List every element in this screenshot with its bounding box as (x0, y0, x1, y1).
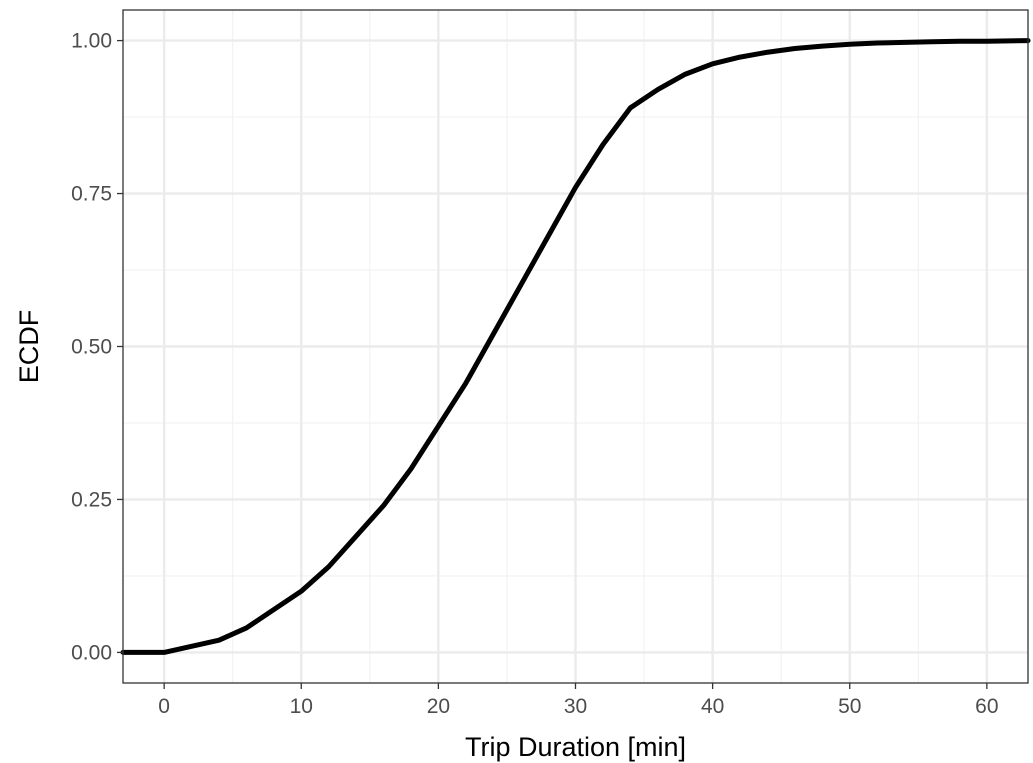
series-layer (120, 38, 1031, 655)
x-tick-label: 20 (427, 695, 450, 718)
x-tick-label: 0 (158, 695, 170, 718)
y-tick-label: 1.00 (71, 30, 112, 53)
x-tick-label: 10 (290, 695, 313, 718)
major-gridlines (123, 10, 1028, 683)
x-axis-ticks: 0 10 20 30 40 50 60 (158, 683, 999, 718)
y-tick-label: 0.75 (71, 183, 112, 206)
y-tick-label: 0.00 (71, 641, 112, 664)
x-tick-label: 40 (701, 695, 724, 718)
ecdf-line (120, 38, 1031, 655)
x-tick-label: 30 (564, 695, 587, 718)
y-tick-label: 0.50 (71, 336, 112, 359)
x-tick-label: 60 (975, 695, 998, 718)
y-tick-label: 0.25 (71, 488, 112, 511)
y-axis-ticks: 0.00 0.25 0.50 0.75 1.00 (71, 30, 123, 664)
x-tick-label: 50 (838, 695, 861, 718)
x-axis-title: Trip Duration [min] (465, 732, 686, 762)
y-axis-title: ECDF (14, 310, 44, 384)
